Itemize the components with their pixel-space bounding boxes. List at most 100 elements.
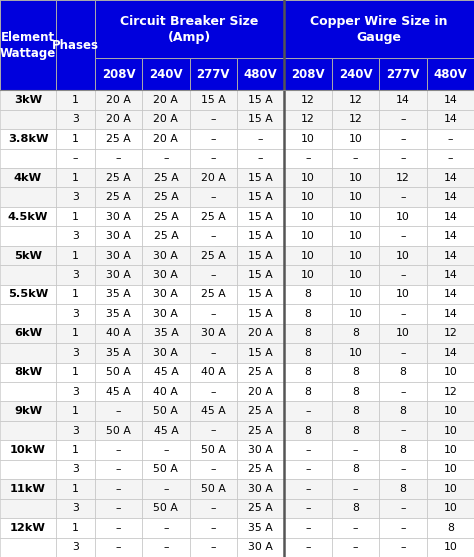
- Text: 15 A: 15 A: [201, 95, 226, 105]
- Text: 12: 12: [443, 387, 457, 397]
- Bar: [142, 440, 190, 460]
- Text: –: –: [400, 523, 406, 533]
- Text: 3.8kW: 3.8kW: [8, 134, 48, 144]
- Bar: [142, 207, 190, 226]
- Text: 25 A: 25 A: [154, 192, 178, 202]
- Text: –: –: [400, 270, 406, 280]
- Text: –: –: [116, 153, 121, 163]
- Text: –: –: [116, 406, 121, 416]
- Text: 30 A: 30 A: [154, 290, 178, 300]
- Bar: [427, 304, 474, 324]
- Text: 15 A: 15 A: [248, 192, 273, 202]
- Bar: [56, 363, 95, 382]
- Text: 8: 8: [400, 484, 406, 494]
- Text: 35 A: 35 A: [106, 290, 131, 300]
- Text: 50 A: 50 A: [154, 504, 178, 514]
- Bar: [95, 149, 142, 168]
- Text: –: –: [353, 153, 358, 163]
- Text: 40 A: 40 A: [106, 328, 131, 338]
- Bar: [427, 518, 474, 538]
- Text: –: –: [400, 465, 406, 475]
- Bar: [56, 440, 95, 460]
- Text: 10: 10: [301, 134, 315, 144]
- Text: 30 A: 30 A: [201, 328, 226, 338]
- Bar: [56, 149, 95, 168]
- Bar: [142, 188, 190, 207]
- Bar: [0, 110, 56, 129]
- Text: 15 A: 15 A: [248, 173, 273, 183]
- Bar: [379, 149, 427, 168]
- Bar: [284, 440, 332, 460]
- Text: 10: 10: [301, 173, 315, 183]
- Bar: [142, 168, 190, 188]
- Text: –: –: [210, 270, 216, 280]
- Bar: [95, 343, 142, 363]
- Text: –: –: [116, 523, 121, 533]
- Bar: [379, 265, 427, 285]
- Bar: [142, 421, 190, 440]
- Bar: [142, 129, 190, 149]
- Text: 3: 3: [72, 192, 79, 202]
- Text: 10: 10: [443, 504, 457, 514]
- Bar: [427, 188, 474, 207]
- Bar: [190, 246, 237, 265]
- Bar: [427, 226, 474, 246]
- Bar: [284, 285, 332, 304]
- Bar: [0, 363, 56, 382]
- Bar: [284, 246, 332, 265]
- Bar: [284, 304, 332, 324]
- Text: 50 A: 50 A: [154, 465, 178, 475]
- Bar: [56, 0, 95, 90]
- Text: –: –: [353, 523, 358, 533]
- Text: 277V: 277V: [386, 68, 419, 81]
- Bar: [56, 246, 95, 265]
- Bar: [0, 538, 56, 557]
- Text: 15 A: 15 A: [248, 348, 273, 358]
- Text: 3: 3: [72, 348, 79, 358]
- Text: 3: 3: [72, 309, 79, 319]
- Text: 1: 1: [72, 367, 79, 377]
- Bar: [190, 402, 237, 421]
- Bar: [284, 518, 332, 538]
- Bar: [379, 363, 427, 382]
- Text: 30 A: 30 A: [154, 309, 178, 319]
- Text: –: –: [400, 504, 406, 514]
- Text: 15 A: 15 A: [248, 309, 273, 319]
- Bar: [56, 129, 95, 149]
- Bar: [190, 168, 237, 188]
- Text: –: –: [400, 134, 406, 144]
- Bar: [56, 90, 95, 110]
- Text: 14: 14: [443, 270, 457, 280]
- Bar: [95, 402, 142, 421]
- Bar: [427, 168, 474, 188]
- Bar: [190, 499, 237, 518]
- Bar: [190, 110, 237, 129]
- Bar: [142, 343, 190, 363]
- Text: –: –: [305, 484, 311, 494]
- Bar: [332, 207, 379, 226]
- Bar: [284, 90, 332, 110]
- Text: 10: 10: [348, 309, 363, 319]
- Bar: [0, 518, 56, 538]
- Text: 10: 10: [348, 270, 363, 280]
- Bar: [95, 90, 142, 110]
- Text: 8: 8: [447, 523, 454, 533]
- Bar: [379, 402, 427, 421]
- Bar: [237, 324, 284, 343]
- Bar: [0, 285, 56, 304]
- Bar: [379, 246, 427, 265]
- Text: 3: 3: [72, 504, 79, 514]
- Bar: [142, 518, 190, 538]
- Text: 20 A: 20 A: [106, 114, 131, 124]
- Bar: [237, 207, 284, 226]
- Bar: [284, 363, 332, 382]
- Text: 8: 8: [400, 406, 406, 416]
- Text: 3: 3: [72, 426, 79, 436]
- Text: –: –: [447, 153, 453, 163]
- Text: 25 A: 25 A: [201, 212, 226, 222]
- Text: –: –: [210, 153, 216, 163]
- Text: 14: 14: [443, 114, 457, 124]
- Bar: [95, 226, 142, 246]
- Text: 25 A: 25 A: [154, 173, 178, 183]
- Bar: [190, 421, 237, 440]
